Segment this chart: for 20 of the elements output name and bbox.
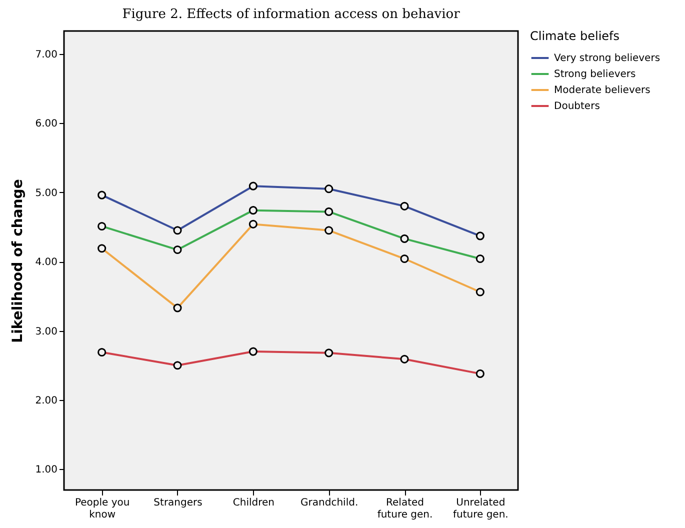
y-tick-label: 6.00 [35, 118, 58, 130]
y-tick-label: 5.00 [35, 188, 58, 199]
x-tick-label: Related future gen. [377, 498, 433, 520]
y-tick-label: 4.00 [35, 257, 58, 268]
legend-label: Doubters [554, 101, 600, 112]
x-tick-label: Children [232, 498, 274, 508]
x-tick-label: Unrelated future gen. [452, 498, 508, 520]
y-tick-label: 7.00 [35, 49, 58, 60]
y-tick-label: 3.00 [35, 326, 58, 338]
y-tick-label: 2.00 [35, 396, 58, 406]
y-tick-label: 1.00 [35, 464, 58, 476]
legend-title: Climate beliefs [530, 29, 620, 43]
legend-label: Strong believers [554, 69, 636, 80]
legend-label: Very strong believers [554, 53, 660, 64]
x-tick-label: Strangers [154, 498, 202, 508]
x-tick-label: People you know [74, 498, 130, 520]
x-tick-label: Grandchild. [300, 498, 358, 508]
legend-label: Moderate believers [554, 85, 650, 96]
chart-title: Figure 2. Effects of information access on behavior [122, 7, 461, 22]
y-axis-title: Likelihood of change [10, 179, 26, 343]
